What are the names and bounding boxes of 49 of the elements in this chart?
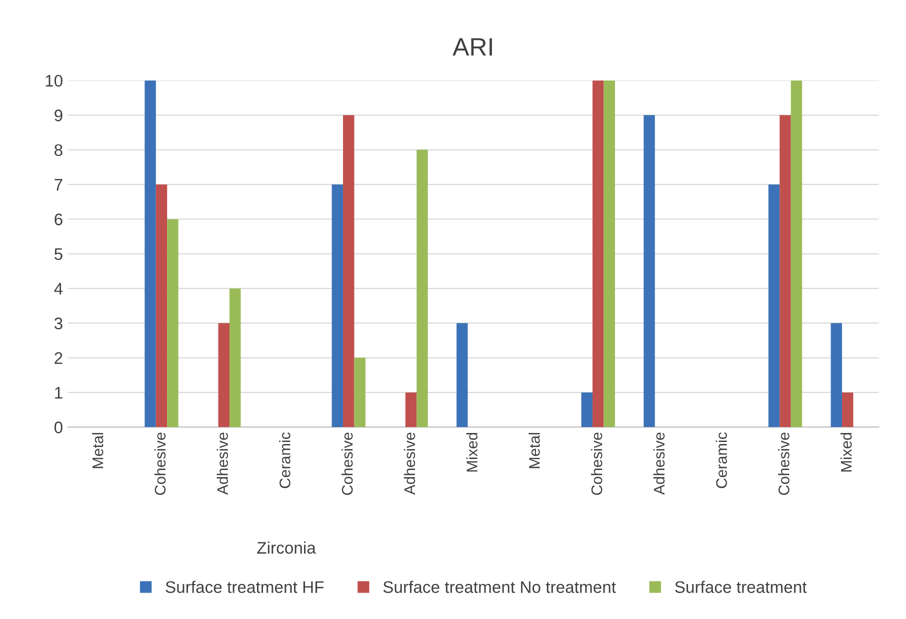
x-tick-label: Mixed (840, 432, 852, 472)
y-tick-label: 3 (54, 318, 62, 330)
bar (644, 115, 655, 428)
x-tick-label: Cohesive (342, 432, 353, 495)
legend-label: Surface treatment HF (166, 580, 324, 594)
bar (768, 184, 780, 428)
bar (592, 80, 604, 428)
x-tick-label: Ceramic (716, 432, 727, 488)
bar (456, 323, 468, 428)
x-tick-label: Ceramic (279, 432, 290, 488)
x-tick-label: Cohesive (778, 432, 790, 495)
bar (230, 288, 241, 428)
bar (780, 115, 791, 428)
bar (156, 184, 168, 428)
x-tick-label: Cohesive (591, 432, 602, 495)
y-tick-label: 1 (55, 387, 62, 398)
bar (416, 150, 428, 428)
y-tick-label: 6 (54, 214, 62, 226)
bar (830, 323, 842, 428)
text: Zirconia (257, 542, 316, 554)
y-tick-label: 2 (54, 352, 62, 364)
y-tick-label: 10 (46, 74, 62, 87)
y-tick-label: 5 (54, 248, 62, 260)
bar (218, 323, 230, 428)
x-tick-label: Adhesive (404, 432, 416, 495)
bar (167, 219, 178, 428)
bar (790, 80, 802, 428)
y-tick-label: 7 (54, 179, 62, 190)
y-tick-label: 0 (54, 422, 62, 434)
x-tick-label: Metal (92, 432, 104, 468)
x-tick-label: Cohesive (154, 432, 166, 495)
bar (581, 392, 593, 428)
x-tick-label: Metal (528, 432, 540, 468)
bar (343, 115, 354, 428)
bar (842, 392, 854, 428)
y-tick-label: 4 (54, 283, 63, 294)
bar (332, 184, 344, 428)
y-tick-label: 8 (54, 144, 62, 156)
chart-title: ARI (452, 38, 492, 56)
bar (144, 80, 156, 428)
legend-label: Surface treatment No treatment (383, 580, 616, 594)
y-tick-label: 9 (54, 110, 62, 122)
x-tick-label: Mixed (466, 432, 478, 472)
bar (604, 80, 615, 428)
x-tick-label: Adhesive (216, 432, 228, 495)
legend-label: Surface treatment (675, 580, 807, 594)
x-tick-label: Adhesive (653, 432, 665, 495)
bar (405, 392, 417, 428)
bar (354, 358, 366, 428)
